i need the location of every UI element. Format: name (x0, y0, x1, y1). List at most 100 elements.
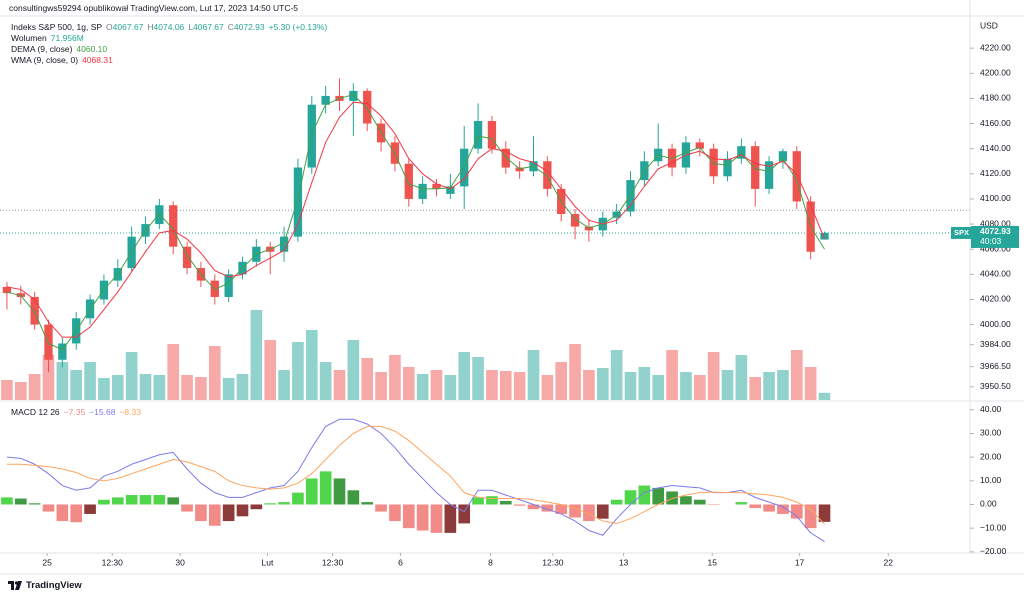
histogram-bar (70, 504, 83, 523)
volume-bar (98, 378, 110, 400)
histogram-bar (693, 499, 706, 505)
candle-body (446, 186, 455, 194)
legend-name: MACD 12 26 (11, 407, 60, 417)
y-tick-label: 4100.00 (980, 193, 1011, 203)
volume-bar (250, 310, 263, 400)
volume-bar (749, 377, 762, 400)
histogram-bar (555, 504, 568, 514)
volume-bar (84, 362, 96, 400)
volume-bar (333, 370, 346, 400)
candle-body (404, 163, 413, 199)
legend-value: −15.68 (89, 407, 116, 417)
histogram-bar (458, 504, 471, 524)
candle-body (321, 95, 330, 105)
y-tick-label: 4040.00 (980, 269, 1011, 279)
volume-bar (680, 372, 692, 400)
candle-body (307, 104, 316, 168)
symbol-title: Indeks S&P 500, 1g, SP (11, 22, 103, 32)
histogram-bar (28, 503, 41, 505)
histogram-bar (416, 504, 429, 531)
candle-body (764, 161, 774, 189)
candle-body (667, 148, 677, 168)
histogram-bar (624, 490, 637, 505)
volume-bar (208, 346, 221, 400)
histogram-bar (347, 490, 360, 505)
volume-bar (402, 367, 415, 400)
candle-body (570, 214, 580, 227)
x-tick-label: 13 (619, 557, 629, 567)
overlay-line (6, 101, 825, 338)
candle-body (363, 90, 372, 124)
volume-bar (375, 372, 387, 400)
countdown-label: 40:03 (980, 236, 1002, 246)
volume-bar (28, 374, 41, 400)
volume-bar (624, 372, 637, 400)
overlay-line (6, 94, 825, 351)
candle-body (2, 286, 12, 294)
histogram-bar (735, 502, 748, 505)
volume-bar (638, 367, 651, 400)
price-box (971, 225, 1019, 248)
candle-body (182, 246, 192, 269)
histogram-bar (818, 504, 831, 522)
brand-logo (8, 581, 22, 590)
y-tick-label: 4080.00 (980, 218, 1011, 228)
histogram-bar (111, 497, 124, 505)
candle-body (349, 90, 358, 101)
y-tick-label: 30.00 (980, 428, 1002, 438)
volume-bar (430, 370, 443, 400)
x-tick-label: 15 (708, 557, 718, 567)
candle-body (169, 205, 178, 247)
histogram-bar (666, 491, 678, 505)
candle-body (30, 296, 39, 325)
volume-bar (790, 350, 803, 400)
histogram-bar (153, 495, 166, 505)
histogram-bar (430, 504, 443, 533)
histogram-bar (375, 504, 387, 512)
volume-bar (763, 372, 775, 400)
candle-body (792, 151, 801, 202)
histogram-bar (98, 499, 110, 505)
volume-bar (305, 330, 318, 400)
volume-bar (42, 355, 55, 400)
x-tick-label: 25 (42, 557, 52, 567)
histogram-bar (56, 504, 69, 522)
histogram-bar (264, 503, 277, 505)
x-tick-label: Lut (262, 557, 274, 567)
histogram-bar (583, 504, 595, 522)
volume-bar (292, 342, 304, 400)
histogram-bar (361, 502, 374, 505)
y-tick-label: 10.00 (980, 475, 1002, 485)
histogram-bar (292, 492, 304, 505)
volume-bar (1, 380, 13, 400)
volume-bar (70, 370, 83, 400)
y-tick-label: 3966.50 (980, 361, 1011, 371)
legend-value: 4060.10 (76, 44, 108, 54)
histogram-bar (195, 504, 207, 522)
y-tick-label: 4120.00 (980, 168, 1011, 178)
candle-body (487, 121, 497, 149)
candle-body (695, 142, 704, 149)
ohlc-label: H (147, 22, 154, 32)
y-tick-label: 4140.00 (980, 143, 1011, 153)
volume-bar (319, 362, 332, 400)
volume-bar (347, 340, 360, 400)
volume-bar (555, 362, 568, 400)
histogram-bar (236, 504, 249, 517)
histogram-bar (139, 495, 152, 505)
histogram-bar (333, 478, 346, 505)
volume-bar (486, 370, 498, 400)
candle-body (224, 274, 233, 297)
histogram-bar (14, 498, 27, 505)
histogram-bar (305, 478, 318, 505)
histogram-bar (472, 497, 484, 505)
legend-value: −7.35 (63, 407, 86, 417)
volume-bar (818, 392, 831, 400)
volume-bar (596, 368, 609, 400)
volume-bar (236, 374, 249, 400)
legend-value: −8.33 (119, 407, 141, 417)
histogram-bar (749, 504, 762, 509)
candle-body (709, 148, 718, 177)
